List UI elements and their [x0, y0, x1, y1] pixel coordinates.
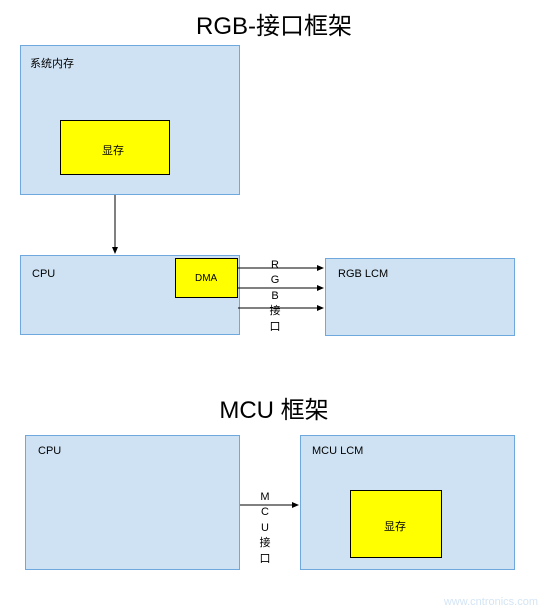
- bus-label-rgb: RGB接口: [268, 258, 282, 335]
- label-lcm-mcu: MCU LCM: [312, 445, 363, 457]
- label-dma: DMA: [195, 273, 217, 284]
- label-cpu-mcu: CPU: [38, 445, 61, 457]
- label-sysmem: 系统内存: [30, 55, 74, 71]
- label-lcm-rgb: RGB LCM: [338, 268, 388, 280]
- title-mcu: MCU 框架: [0, 390, 548, 425]
- title-rgb: RGB-接口框架: [0, 6, 548, 41]
- label-cpu: CPU: [32, 268, 55, 280]
- watermark: www.cntronics.com: [444, 596, 538, 608]
- label-gram: 显存: [102, 142, 124, 158]
- label-gram-mcu: 显存: [384, 518, 406, 534]
- bus-label-mcu: MCU接口: [258, 490, 272, 567]
